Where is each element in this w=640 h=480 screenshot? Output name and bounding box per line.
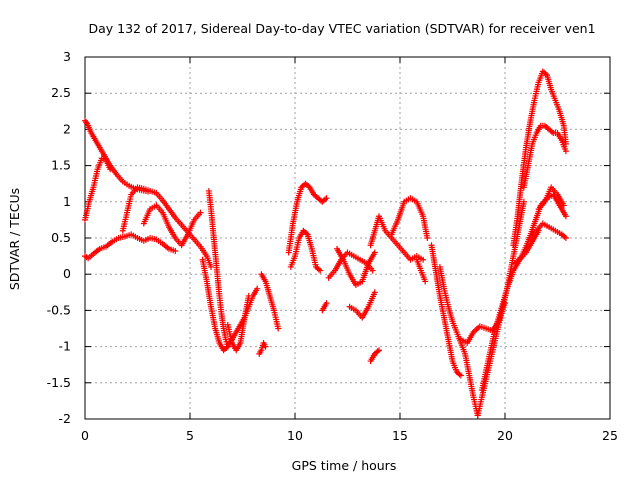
y-tick-label: 1 xyxy=(63,194,71,209)
data-point xyxy=(562,148,569,155)
series-track-j xyxy=(258,271,282,332)
data-point xyxy=(323,195,330,202)
y-tick-label: 3 xyxy=(63,49,71,64)
series-track-ad xyxy=(535,184,567,213)
data-point xyxy=(424,235,431,241)
y-tick-label: 2 xyxy=(63,121,71,136)
data-point xyxy=(208,263,214,270)
series-track-c xyxy=(82,155,114,223)
series-track-d xyxy=(119,184,214,270)
data-point xyxy=(369,267,376,274)
data-point xyxy=(275,325,282,332)
series-track-m xyxy=(319,300,330,314)
series-track-ac xyxy=(527,220,569,241)
data-point xyxy=(560,202,567,209)
data-point xyxy=(323,300,330,307)
data-point xyxy=(197,209,204,216)
series-track-h xyxy=(224,292,252,354)
series-track-p xyxy=(346,289,378,321)
y-tick-label: -1.5 xyxy=(47,375,71,390)
data-point xyxy=(245,292,252,299)
data-point xyxy=(371,289,378,296)
series-track-l xyxy=(287,227,324,274)
series-track-v xyxy=(436,263,481,419)
x-tick-label: 0 xyxy=(81,428,89,443)
x-tick-label: 25 xyxy=(602,428,618,443)
y-tick-label: 0 xyxy=(63,266,71,281)
series-track-aa xyxy=(520,122,569,191)
series-track-u xyxy=(428,242,464,379)
data-point xyxy=(107,166,114,173)
x-axis-label: GPS time / hours xyxy=(292,458,397,473)
series-track-z xyxy=(510,68,569,249)
data-point xyxy=(371,249,378,256)
chart-title: Day 132 of 2017, Sidereal Day-to-day VTE… xyxy=(88,21,595,36)
x-tick-label: 10 xyxy=(287,428,303,443)
data-point xyxy=(420,256,427,263)
series-track-k xyxy=(285,180,330,256)
y-tick-label: -2 xyxy=(59,411,71,426)
axis-ticks xyxy=(84,56,611,420)
series-track-s xyxy=(388,195,431,241)
series-track-b xyxy=(82,231,179,262)
data-point xyxy=(422,278,429,285)
y-tick-label: -0.5 xyxy=(47,302,71,317)
x-tick-label: 5 xyxy=(186,428,194,443)
data-point xyxy=(172,248,179,255)
tick-labels: 0 5 10 15 20 25 -2 -1.5 -1 -0.5 0 0.5 1 1.5 2 2.5 3 xyxy=(47,49,618,443)
data-point xyxy=(457,372,464,379)
y-tick-label: 0.5 xyxy=(51,230,71,245)
series-track-e xyxy=(140,202,204,249)
series-track-r xyxy=(367,213,427,263)
data-point xyxy=(376,347,382,354)
data-point xyxy=(562,235,569,241)
y-tick-label: 1.5 xyxy=(51,158,71,173)
series-track-t xyxy=(413,256,429,285)
data-point xyxy=(317,267,324,274)
series-track-q xyxy=(367,347,382,365)
y-tick-label: -1 xyxy=(59,339,71,354)
y-tick-label: 2.5 xyxy=(51,85,71,100)
series-track-o xyxy=(334,245,378,289)
data-point xyxy=(548,128,555,135)
x-tick-label: 15 xyxy=(392,428,408,443)
series-track-i xyxy=(256,339,269,357)
data-point xyxy=(562,213,569,220)
y-axis-label: SDTVAR / TECUs xyxy=(7,188,22,290)
x-tick-label: 20 xyxy=(497,428,513,443)
data-point xyxy=(254,285,261,292)
data-point xyxy=(262,343,269,350)
data-markers xyxy=(82,68,569,419)
